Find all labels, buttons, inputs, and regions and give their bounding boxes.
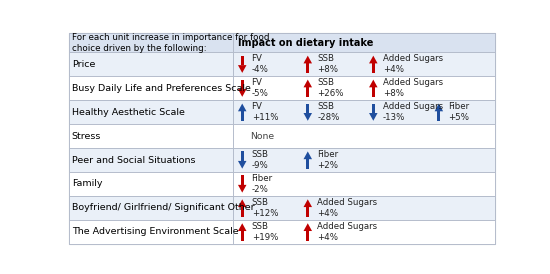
Text: Added Sugars: Added Sugars	[383, 78, 443, 87]
Polygon shape	[240, 56, 244, 65]
Bar	[233, 124, 495, 148]
Text: FV: FV	[251, 78, 262, 87]
Polygon shape	[238, 199, 246, 207]
Text: Fiber: Fiber	[448, 102, 469, 111]
Text: Peer and Social Situations: Peer and Social Situations	[72, 156, 195, 165]
Bar	[233, 172, 495, 196]
Text: Price: Price	[72, 60, 95, 69]
Polygon shape	[434, 104, 443, 111]
Text: +4%: +4%	[317, 233, 338, 242]
Text: +26%: +26%	[317, 89, 344, 98]
Text: Healthy Aesthetic Scale: Healthy Aesthetic Scale	[72, 108, 185, 117]
Polygon shape	[372, 104, 375, 113]
Text: +8%: +8%	[383, 89, 404, 98]
Bar	[69, 76, 233, 100]
Text: FV: FV	[251, 54, 262, 63]
Bar	[69, 33, 233, 52]
Polygon shape	[369, 79, 377, 87]
Bar	[69, 148, 233, 172]
Text: +8%: +8%	[317, 65, 338, 74]
Text: None: None	[250, 132, 274, 141]
Bar	[233, 196, 495, 220]
Polygon shape	[240, 79, 244, 89]
Polygon shape	[238, 161, 246, 169]
Polygon shape	[238, 223, 246, 231]
Text: -28%: -28%	[317, 113, 339, 122]
Text: FV: FV	[251, 102, 262, 111]
Bar	[233, 76, 495, 100]
Polygon shape	[238, 65, 246, 73]
Text: Fiber: Fiber	[251, 174, 273, 183]
Polygon shape	[372, 87, 375, 97]
Polygon shape	[306, 87, 310, 97]
Bar	[233, 100, 495, 124]
Polygon shape	[304, 56, 312, 63]
Text: SSB: SSB	[317, 54, 334, 63]
Text: Family: Family	[72, 179, 102, 189]
Text: For each unit increase in importance for food
choice driven by the following:: For each unit increase in importance for…	[72, 33, 270, 53]
Text: Added Sugars: Added Sugars	[317, 198, 377, 207]
Bar	[69, 220, 233, 244]
Bar	[69, 172, 233, 196]
Text: +19%: +19%	[251, 233, 278, 242]
Text: SSB: SSB	[251, 198, 268, 207]
Polygon shape	[304, 199, 312, 207]
Text: +4%: +4%	[317, 209, 338, 218]
Bar	[69, 124, 233, 148]
Text: The Advertising Environment Scale: The Advertising Environment Scale	[72, 227, 238, 236]
Polygon shape	[306, 207, 310, 216]
Polygon shape	[238, 104, 246, 111]
Text: +4%: +4%	[383, 65, 404, 74]
Polygon shape	[369, 113, 377, 121]
Polygon shape	[304, 223, 312, 231]
Text: Added Sugars: Added Sugars	[317, 222, 377, 231]
Bar	[233, 33, 495, 52]
Text: Boyfriend/ Girlfriend/ Significant Other: Boyfriend/ Girlfriend/ Significant Other	[72, 203, 254, 212]
Polygon shape	[304, 113, 312, 121]
Text: Stress: Stress	[72, 132, 101, 141]
Polygon shape	[437, 111, 441, 121]
Text: +5%: +5%	[448, 113, 469, 122]
Text: Added Sugars: Added Sugars	[383, 54, 443, 63]
Text: +12%: +12%	[251, 209, 278, 218]
Text: -2%: -2%	[251, 185, 268, 194]
Bar	[69, 100, 233, 124]
Polygon shape	[240, 231, 244, 241]
Text: Fiber: Fiber	[317, 150, 338, 159]
Polygon shape	[372, 63, 375, 73]
Bar	[69, 52, 233, 76]
Polygon shape	[304, 79, 312, 87]
Polygon shape	[306, 231, 310, 241]
Polygon shape	[240, 175, 244, 185]
Text: SSB: SSB	[317, 102, 334, 111]
Polygon shape	[306, 104, 310, 113]
Text: SSB: SSB	[251, 222, 268, 231]
Polygon shape	[238, 185, 246, 193]
Text: SSB: SSB	[317, 78, 334, 87]
Polygon shape	[369, 56, 377, 63]
Text: +11%: +11%	[251, 113, 278, 122]
Polygon shape	[240, 152, 244, 161]
Polygon shape	[306, 63, 310, 73]
Text: Busy Daily Life and Preferences Scale: Busy Daily Life and Preferences Scale	[72, 84, 251, 93]
Bar	[69, 196, 233, 220]
Text: +2%: +2%	[317, 161, 338, 170]
Polygon shape	[306, 159, 310, 169]
Polygon shape	[238, 89, 246, 97]
Bar	[233, 148, 495, 172]
Bar	[233, 52, 495, 76]
Text: -4%: -4%	[251, 65, 268, 74]
Text: -9%: -9%	[251, 161, 268, 170]
Polygon shape	[240, 111, 244, 121]
Text: Impact on dietary intake: Impact on dietary intake	[238, 38, 373, 48]
Polygon shape	[240, 207, 244, 216]
Text: -5%: -5%	[251, 89, 268, 98]
Polygon shape	[304, 152, 312, 159]
Text: Added Sugars: Added Sugars	[383, 102, 443, 111]
Text: SSB: SSB	[251, 150, 268, 159]
Bar	[233, 220, 495, 244]
Text: -13%: -13%	[383, 113, 405, 122]
